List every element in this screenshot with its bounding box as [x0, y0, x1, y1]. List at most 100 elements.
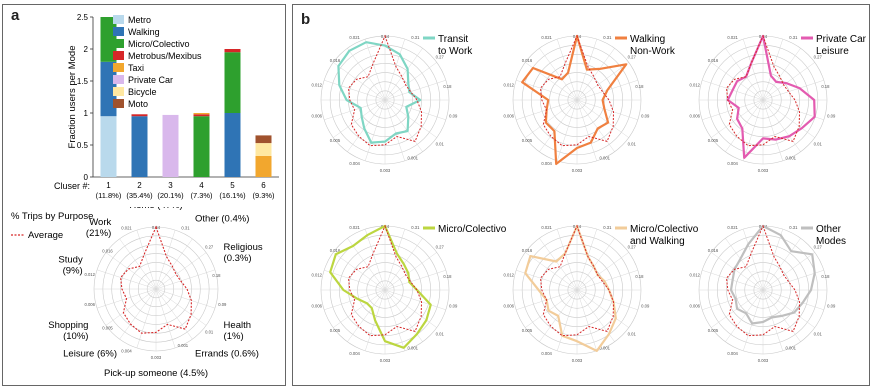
legend-swatch — [113, 87, 124, 96]
bar-segment — [193, 114, 210, 117]
radar-tick-label: 0.004 — [121, 348, 132, 353]
average-polygon — [539, 224, 615, 337]
radar-tick-label: 0.18 — [821, 84, 830, 89]
y-tick-label: 1.5 — [77, 77, 89, 86]
purpose-label: Religious (0.3%) — [224, 242, 263, 264]
radar-spoke — [762, 229, 784, 291]
radar-tick-label: 0.003 — [572, 358, 583, 363]
average-polygon — [120, 225, 192, 334]
mode-polygon — [337, 41, 422, 144]
radar-tick-label: 0.021 — [727, 225, 738, 230]
radar-spoke — [155, 288, 207, 326]
radar-tick-label: 0.021 — [727, 35, 738, 40]
radar-spoke — [539, 48, 578, 101]
radar-spoke — [384, 99, 423, 152]
radar-spoke — [384, 289, 446, 311]
mode-polygon — [524, 224, 617, 352]
radar-tick-label: 0.016 — [708, 58, 719, 63]
average-polygon — [347, 34, 423, 147]
purpose-label: Work (21%) — [86, 217, 112, 239]
purpose-label: Leisure (6%) — [63, 349, 117, 360]
radar-tick-label: 0.004 — [541, 161, 552, 166]
radar-spoke — [384, 99, 406, 161]
panel-legend-label: Transit to Work — [438, 34, 473, 57]
radar-tick-label: 0.31 — [411, 225, 420, 230]
radar-tick-label: 0.005 — [522, 328, 533, 333]
radar-spoke — [384, 229, 406, 291]
radar-tick-label: 0.31 — [603, 225, 612, 230]
radar-spoke — [576, 238, 615, 291]
radar-tick-label: 0.016 — [330, 248, 341, 253]
purpose-label: Health (1%) — [224, 320, 251, 342]
legend-label: Walking — [128, 27, 160, 37]
radar-spoke — [576, 289, 598, 351]
radar-spoke — [742, 99, 764, 161]
legend-label: Metrobus/Mexibus — [128, 51, 202, 61]
radar-spoke — [762, 62, 815, 101]
radar-spoke — [333, 62, 386, 101]
legend-swatch — [113, 27, 124, 36]
bar-segment — [131, 114, 148, 117]
radar-spoke — [384, 99, 437, 138]
radar-tick-label: 0.001 — [408, 156, 419, 161]
panel-legend-label: Walking Non-Work — [630, 34, 676, 57]
mode-polygon — [329, 224, 432, 349]
radar-spoke — [384, 79, 446, 101]
radar-tick-label: 0.01 — [814, 332, 823, 337]
radar-spoke — [155, 269, 216, 290]
radar-tick-label: 0.09 — [218, 302, 227, 307]
legend-swatch — [113, 63, 124, 72]
radar-spoke — [742, 229, 764, 291]
radar-spoke — [384, 269, 446, 291]
radar-spoke — [576, 99, 615, 152]
y-axis-label: Fraction users per Mode — [67, 46, 78, 149]
radar-tick-label: 0.18 — [443, 84, 452, 89]
radar-tick-label: 0.021 — [349, 35, 360, 40]
purpose-label: Shopping (10%) — [48, 320, 88, 342]
radar-tick-label: 0.012 — [504, 82, 515, 87]
radar-spoke — [384, 99, 446, 121]
radar-tick-label: 0.001 — [600, 156, 611, 161]
radar-spoke — [762, 99, 784, 161]
radar-spoke — [119, 288, 157, 340]
radar-tick-label: 0.012 — [690, 82, 701, 87]
bar-segment — [193, 113, 210, 115]
radar-tick-label: 0.31 — [411, 35, 420, 40]
bar-segment — [162, 114, 179, 177]
radar-tick-label: 0.012 — [690, 272, 701, 277]
radar-tick-label: 0.006 — [84, 302, 95, 307]
category-label: 6 — [261, 181, 266, 190]
radar-tick-label: 0.012 — [312, 272, 323, 277]
radar-tick-label: 0.016 — [522, 58, 533, 63]
radar-spoke — [762, 99, 801, 152]
radar-tick-label: 0.01 — [436, 142, 445, 147]
radar-spoke — [576, 289, 629, 328]
radar-tick-label: 0.09 — [449, 304, 458, 309]
radar-spoke — [384, 289, 406, 351]
radar-tick-label: 0.31 — [181, 226, 190, 231]
radar-spoke — [384, 62, 437, 101]
radar-tick-label: 0.021 — [349, 225, 360, 230]
radar-spoke — [155, 288, 193, 340]
mode-radar-grid: 0.54 0.310.270.180.090.010.0010.0030.0040… — [312, 34, 867, 363]
radar-title: % Trips by Purpose — [11, 211, 93, 222]
average-polygon — [539, 34, 615, 147]
radar-tick-label: 0.001 — [786, 156, 797, 161]
radar-spoke — [105, 252, 157, 290]
mode-polygon — [521, 34, 628, 165]
radar-spoke — [324, 269, 386, 291]
radar-spoke — [347, 48, 386, 101]
bar-segment — [131, 116, 148, 177]
radar-tick-label: 0.27 — [436, 244, 445, 249]
average-legend-label: Average — [28, 230, 63, 241]
bar-segment — [100, 61, 117, 117]
average-polygon — [725, 34, 801, 147]
radar-spoke — [725, 289, 764, 342]
radar-spoke — [96, 269, 157, 290]
x-axis-label: Cluser #: — [54, 181, 90, 191]
radar-spoke — [324, 79, 386, 101]
y-tick-label: 2.5 — [77, 13, 89, 22]
radar-spoke — [384, 252, 437, 291]
radar-spoke — [762, 39, 784, 101]
radar-spoke — [762, 48, 801, 101]
